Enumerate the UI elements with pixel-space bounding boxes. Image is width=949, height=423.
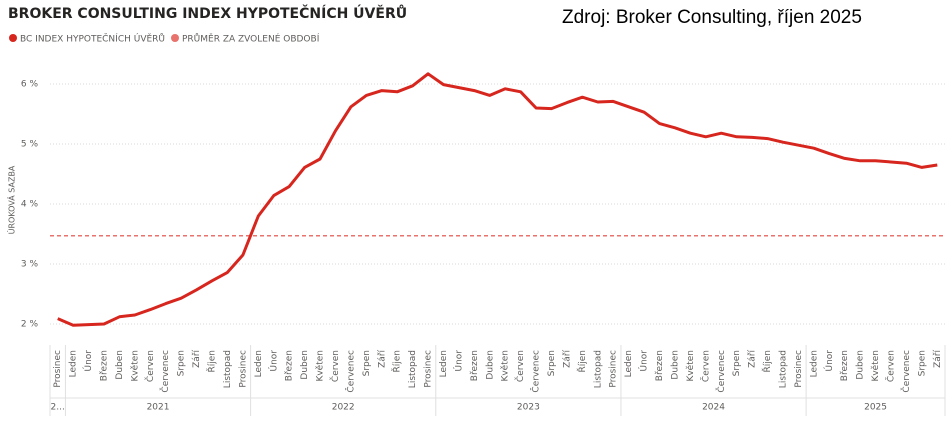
x-tick-label: Březen [655,350,665,381]
x-tick-label: Květen [686,350,696,382]
x-tick-label: Červen [884,350,896,382]
x-group-label: 2021 [147,403,170,413]
x-tick-label: Duben [856,350,866,380]
x-tick-label: Srpen [917,350,927,376]
x-tick-label: Březen [100,350,110,381]
x-tick-label: Leden [624,350,634,377]
x-tick-label: Listopad [778,350,788,388]
x-tick-label: Červenec [530,350,542,393]
y-tick-label: 6 % [21,80,39,90]
legend-marker [9,34,17,42]
x-tick-label: Listopad [593,350,603,388]
legend-label: BC INDEX HYPOTEČNÍCH ÚVĚRŮ [20,33,165,45]
x-tick-label: Březen [470,350,480,381]
y-tick-label: 3 % [21,260,39,270]
source: Zdroj: Broker Consulting, říjen 2025 [562,7,862,28]
x-tick-label: Červen [329,350,341,382]
x-tick-label: Leden [439,350,449,377]
x-tick-label: Prosinec [794,350,804,388]
x-tick-label: Červenec [344,350,356,393]
legend-marker [171,34,179,42]
y-axis-title: ÚROKOVÁ SAZBA [6,165,17,234]
x-tick-label: Listopad [408,350,418,388]
x-tick-label: Únor [823,350,835,372]
x-tick-label: Květen [316,350,326,382]
legend-label: PRŮMĚR ZA ZVOLENÉ OBDOBÍ [182,33,320,45]
chart-title: BROKER CONSULTING INDEX HYPOTEČNÍCH ÚVĚR… [8,4,407,22]
x-tick-label: Duben [485,350,495,380]
x-tick-label: Září [562,350,572,368]
x-tick-label: Září [933,350,943,368]
y-tick-label: 2 % [21,320,39,330]
x-tick-label: Únor [638,350,650,372]
x-tick-label: Říjen [207,350,218,373]
x-group-label: 2... [51,403,65,413]
x-tick-label: Duben [300,350,310,380]
x-tick-label: Srpen [547,350,557,376]
x-tick-label: Prosinec [238,350,248,388]
x-tick-label: Červen [514,350,526,382]
x-group-label: 2023 [517,403,540,413]
x-tick-label: Leden [809,350,819,377]
x-tick-label: Září [377,350,387,368]
x-tick-label: Květen [871,350,881,382]
x-group-label: 2022 [332,403,355,413]
x-tick-label: Červenec [159,350,171,393]
series-line [57,72,938,327]
x-tick-label: Prosinec [424,350,434,388]
x-tick-label: Říjen [392,350,403,373]
x-tick-label: Květen [501,350,511,382]
x-tick-label: Prosinec [609,350,619,388]
x-tick-label: Srpen [732,350,742,376]
x-tick-label: Říjen [577,350,588,373]
y-tick-label: 5 % [21,140,39,150]
x-tick-label: Únor [267,350,279,372]
x-tick-label: Únor [82,350,94,372]
x-tick-label: Prosinec [53,350,63,388]
x-tick-label: Říjen [762,350,773,373]
x-tick-label: Září [192,350,202,368]
y-tick-label: 4 % [21,200,39,210]
x-tick-label: Září [748,350,758,368]
x-tick-label: Březen [840,350,850,381]
x-group-label: 2025 [864,403,887,413]
x-tick-label: Duben [115,350,125,380]
x-tick-label: Srpen [362,350,372,376]
x-tick-label: Únor [452,350,464,372]
x-tick-label: Leden [69,350,79,377]
x-tick-label: Květen [130,350,140,382]
x-tick-label: Leden [254,350,264,377]
x-group-label: 2024 [702,403,725,413]
x-tick-label: Červen [699,350,711,382]
x-tick-label: Duben [670,350,680,380]
x-tick-label: Listopad [223,350,233,388]
x-tick-label: Srpen [177,350,187,376]
x-tick-label: Březen [285,350,295,381]
x-tick-label: Červen [144,350,156,382]
x-tick-label: Červenec [715,350,727,393]
x-tick-label: Červenec [900,350,912,393]
